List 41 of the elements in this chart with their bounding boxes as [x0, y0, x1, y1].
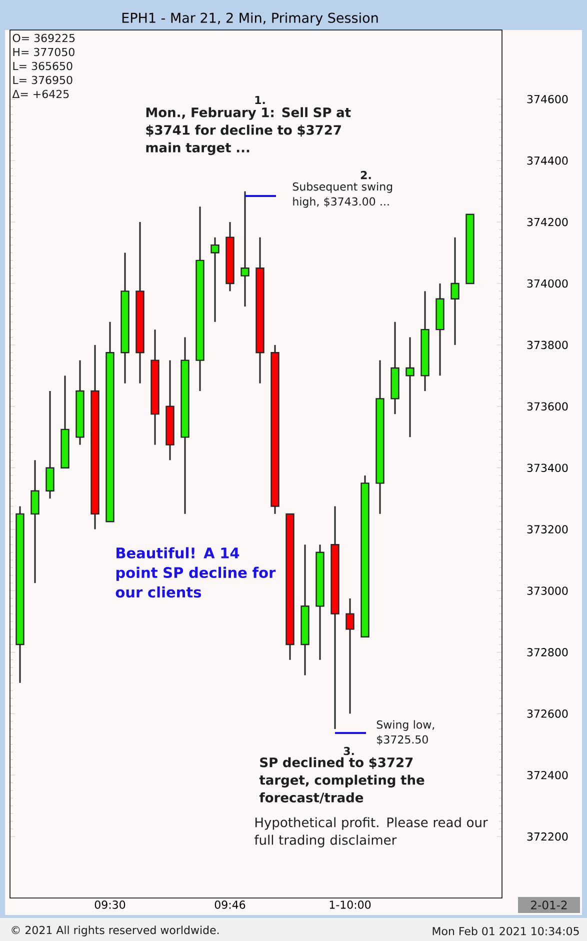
x-tick-label: 09:46: [214, 900, 246, 909]
text: Mon Feb 01 2021 10:34:05: [432, 926, 579, 936]
annotation: H= 377050: [13, 48, 74, 56]
annotation: O= 369225: [12, 34, 75, 42]
y-tick-label: 373400: [527, 464, 568, 472]
y-tick-label: 372600: [527, 710, 568, 718]
y-tick-label: 374200: [527, 218, 568, 226]
candlestick: [30, 459, 40, 584]
annotation: Swing low, $3725.50: [376, 720, 434, 746]
candlestick: [450, 236, 460, 346]
candlestick: [240, 190, 250, 308]
annotation: Δ= +6425: [12, 90, 69, 98]
y-tick-label: 374600: [527, 94, 568, 104]
text: © 2021 All rights reserved worldwide.: [12, 926, 219, 936]
annotation: L= 365650: [13, 62, 72, 70]
annotation: 3.: [344, 746, 354, 756]
x-tick-label: 1-10:00: [330, 900, 371, 909]
y-tick-label: 372800: [527, 648, 568, 656]
annotation: 2.: [360, 170, 371, 180]
chart-title: EPH1 - Mar 21, 2 Min, Primary Session: [122, 12, 378, 26]
y-tick-label: 373000: [527, 586, 568, 595]
candlestick: [406, 336, 414, 438]
annotation: Mon., February 1: Sell SP at $3741 for decline to $3727 main target ...: [146, 107, 351, 156]
y-tick-label: 373800: [527, 340, 568, 350]
y-tick-label: 373200: [527, 525, 568, 534]
annotation: Hypothetical profit. Please read our full trading disclaimer: [254, 817, 488, 848]
annotation: Subsequent swing high, $3743.00 ...: [292, 182, 392, 208]
y-tick-label: 374000: [527, 279, 568, 288]
text: 2-01-2: [531, 900, 567, 910]
y-tick-label: 373600: [527, 402, 568, 411]
x-tick-label: 09:30: [94, 900, 126, 909]
candlestick: [210, 236, 220, 323]
candlestick: [46, 390, 54, 500]
annotation: Beautiful! A 14 point SP decline for our clients: [116, 547, 276, 598]
y-tick-label: 374400: [527, 156, 568, 165]
annotation: L= 376950: [13, 76, 72, 84]
annotation: SP declined to $3727 target, completing the forecast/trade: [259, 757, 424, 804]
y-tick-label: 372400: [527, 770, 568, 780]
y-tick-label: 372200: [527, 832, 568, 841]
candlestick: [346, 598, 354, 714]
annotation: 1.: [255, 96, 265, 104]
